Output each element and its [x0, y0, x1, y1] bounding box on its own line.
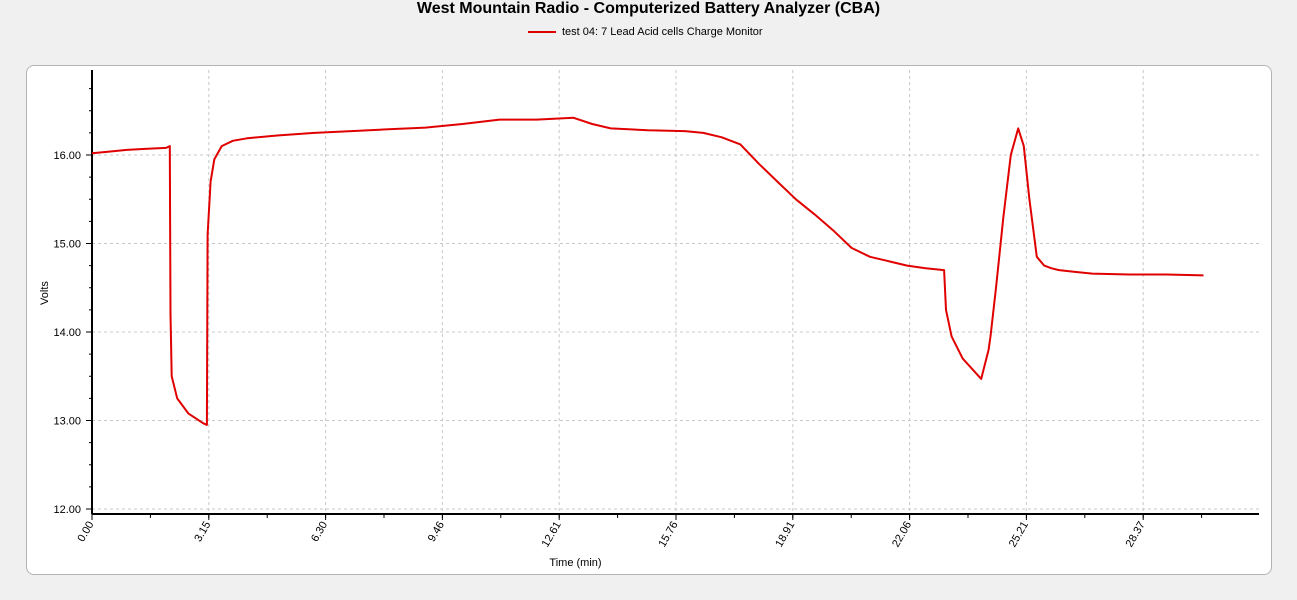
x-tick-label: 15.76 — [656, 520, 680, 550]
y-tick-label: 12.00 — [53, 504, 81, 516]
y-tick-label: 15.00 — [53, 239, 81, 251]
x-tick-label: 9.46 — [426, 520, 447, 545]
x-tick-label: 12.61 — [540, 520, 564, 550]
x-tick-label: 3.15 — [192, 520, 213, 545]
series-line — [91, 116, 1204, 426]
y-tick-label: 13.00 — [53, 416, 81, 428]
y-axis-label: Volts — [39, 281, 51, 305]
legend-label: test 04: 7 Lead Acid cells Charge Monito… — [562, 26, 763, 38]
chart-legend: test 04: 7 Lead Acid cells Charge Monito… — [528, 24, 763, 40]
x-tick-label: 28.37 — [1124, 520, 1148, 550]
x-axis-label: Time (min) — [549, 557, 601, 569]
chart-panel — [26, 65, 1272, 575]
x-tick-label: 18.91 — [773, 520, 797, 550]
x-tick-label: 0.00 — [75, 520, 96, 545]
y-tick-label: 16.00 — [53, 150, 81, 162]
x-tick-label: 6.30 — [309, 520, 330, 545]
legend-swatch — [528, 31, 556, 33]
x-tick-label: 25.21 — [1007, 520, 1031, 550]
x-tick-label: 22.06 — [890, 520, 914, 550]
y-tick-label: 14.00 — [53, 327, 81, 339]
chart-title: West Mountain Radio - Computerized Batte… — [416, 0, 881, 17]
